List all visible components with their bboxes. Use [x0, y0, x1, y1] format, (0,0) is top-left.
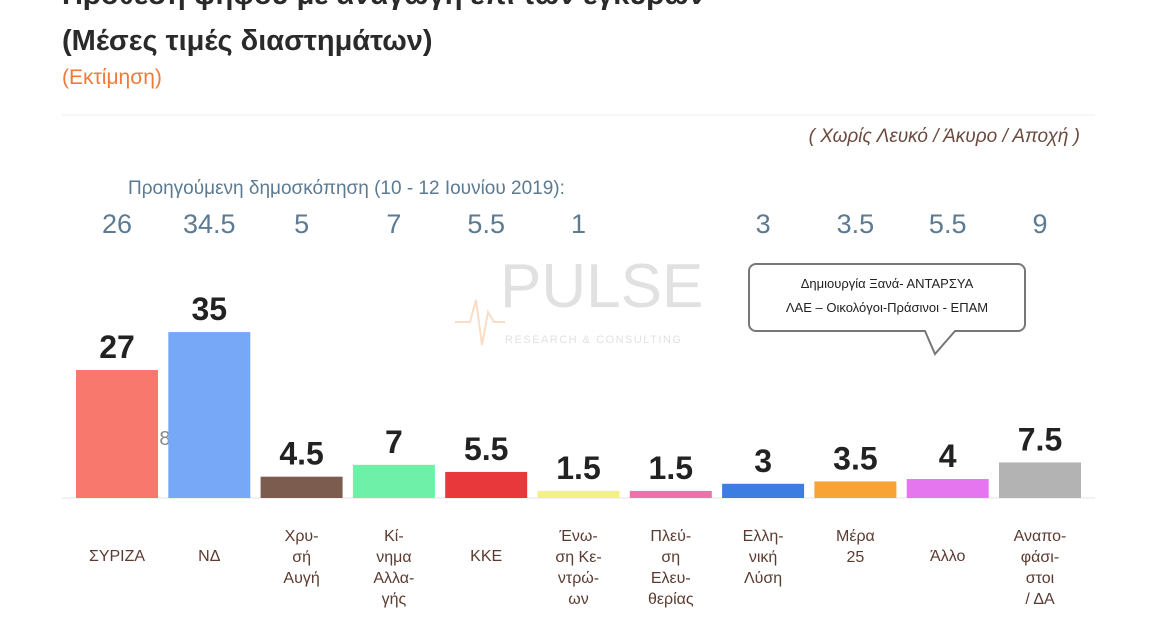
bar: [76, 370, 158, 498]
bar: [260, 476, 343, 498]
previous-value: 7: [386, 209, 401, 239]
previous-value: 3.5: [837, 209, 875, 239]
value-label: 1.5: [649, 450, 693, 486]
callout-text: ΛΑΕ – Οικολόγοι-Πράσινοι - ΕΠΑΜ: [786, 300, 988, 315]
x-tick-label: Άλλο: [930, 548, 966, 565]
previous-value: 5.5: [929, 209, 967, 239]
value-label: 4: [939, 438, 957, 474]
value-label: 3.5: [833, 440, 877, 476]
basis-note: ( Χωρίς Λευκό / Άκυρο / Αποχή ): [809, 126, 1080, 147]
bar: [352, 464, 435, 498]
watermark-icon: [455, 299, 505, 346]
value-label: 27: [99, 329, 135, 365]
chart-title: Πρόθεση ψήφου με αναγωγή επί των εγκύρων: [62, 0, 705, 11]
x-tick-label: Ελλη- νική Λύση: [742, 528, 784, 587]
previous-value: 5.5: [467, 209, 505, 239]
value-label: 5.5: [464, 431, 508, 467]
value-label: 7: [385, 424, 403, 460]
x-tick-label: Πλεύ- ση Ελευ- θερίας: [647, 528, 694, 608]
value-label: 4.5: [279, 436, 323, 472]
previous-value: 9: [1032, 209, 1047, 239]
x-tick-label: ΝΔ: [198, 548, 221, 565]
watermark-text: PULSE: [500, 252, 703, 321]
previous-value: 3: [756, 209, 771, 239]
x-tick-label: Κί- νημα Αλλα- γής: [373, 528, 415, 608]
bar: [999, 462, 1081, 498]
x-tick-label: ΚΚΕ: [470, 548, 503, 565]
bar: [629, 490, 712, 498]
bar: [168, 332, 251, 498]
bar: [814, 481, 897, 498]
value-label: 1.5: [556, 450, 600, 486]
watermark: PULSE RESEARCH & CONSULTING: [455, 252, 703, 346]
value-label: 35: [192, 291, 228, 327]
value-label: 3: [754, 443, 772, 479]
callout-box: [748, 263, 1026, 356]
x-tick-label: Χρυ- σή Αυγή: [283, 528, 320, 587]
callout-text: Δημιουργία Ξανά- ΑΝΤΑΡΣΥΑ: [801, 276, 974, 291]
bar: [445, 471, 528, 498]
previous-value: 5: [294, 209, 309, 239]
watermark-text: RESEARCH & CONSULTING: [505, 334, 682, 346]
value-label: 7.5: [1018, 421, 1062, 457]
x-tick-label: Ένω- ση Κε- ντρώ- ων: [555, 528, 602, 608]
x-tick-label: ΣΥΡΙΖΑ: [88, 548, 146, 565]
estimate-note: (Εκτίμηση): [62, 66, 162, 89]
x-tick-label: Αναπο- φάσι- στοι / ΔΑ: [1013, 528, 1067, 608]
previous-value: 26: [102, 209, 132, 239]
bar: [906, 479, 989, 498]
previous-label: Προηγούμενη δημοσκόπηση (10 - 12 Ιουνίου…: [128, 178, 565, 199]
chart-subtitle: (Μέσες τιμές διαστημάτων): [62, 25, 433, 57]
x-tick-label: Μέρα 25: [835, 528, 875, 566]
previous-value: 34.5: [183, 209, 236, 239]
bar: [722, 483, 805, 498]
bar: [537, 490, 620, 498]
previous-value: 1: [571, 209, 586, 239]
